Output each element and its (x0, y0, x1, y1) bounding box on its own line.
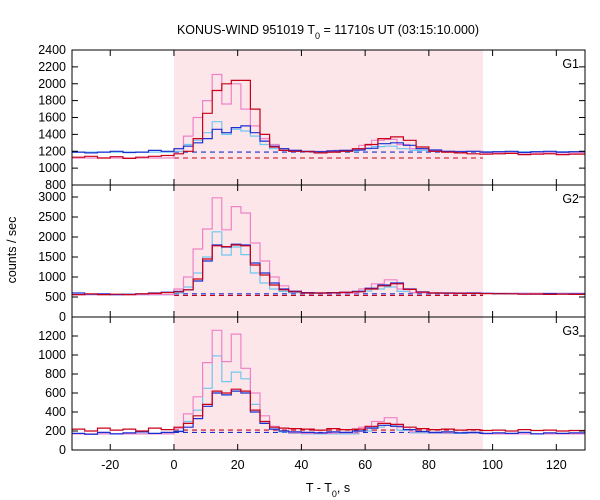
g2-y-tick-label: 2500 (38, 210, 66, 224)
g2-series-group (72, 197, 585, 296)
g3-series-pink (72, 329, 585, 435)
x-tick-label: 40 (294, 458, 308, 472)
g1-y-tick-label: 1600 (38, 111, 66, 125)
g2-panel-label: G2 (562, 192, 579, 206)
g3-series-dark-blue (72, 390, 585, 435)
g1-series-group (72, 73, 585, 159)
g2-series-red (72, 244, 585, 296)
g1-series-pink (72, 73, 585, 159)
g3-y-tick-label: 600 (45, 386, 66, 400)
g1-y-tick-label: 800 (45, 178, 66, 192)
x-tick-label: 120 (546, 458, 567, 472)
g2-y-tick-label: 500 (45, 290, 66, 304)
g3-panel-frame (71, 316, 586, 451)
g1-y-tick-label: 1000 (38, 161, 66, 175)
y-axis-label: counts / sec (5, 217, 19, 284)
g1-y-tick-label: 1200 (38, 144, 66, 158)
g1-panel-label: G1 (562, 57, 579, 71)
g3-y-tick-label: 200 (45, 424, 66, 438)
g3-y-tick-label: 1000 (38, 348, 66, 362)
shaded-interval-band (173, 50, 484, 450)
g3-series-group (72, 329, 585, 435)
g3-series-red (72, 388, 585, 432)
g2-y-tick-label: 1500 (38, 250, 66, 264)
g1-y-tick-label: 2200 (38, 60, 66, 74)
x-tick-label: 20 (231, 458, 245, 472)
g1-y-tick-label: 2400 (38, 43, 66, 57)
g1-y-tick-label: 1800 (38, 94, 66, 108)
x-axis-label: T - T0, s (306, 481, 350, 499)
g1-series-red (72, 79, 585, 159)
g2-y-tick-label: 1000 (38, 270, 66, 284)
g3-y-tick-label: 400 (45, 405, 66, 419)
x-tick-label: 60 (358, 458, 372, 472)
x-tick-label: 80 (422, 458, 436, 472)
g1-y-tick-label: 2000 (38, 77, 66, 91)
x-tick-label: 100 (482, 458, 503, 472)
g2-y-tick-label: 3000 (38, 190, 66, 204)
g3-panel-label: G3 (562, 324, 579, 338)
g2-y-tick-label: 2000 (38, 230, 66, 244)
g3-y-tick-label: 0 (59, 443, 66, 457)
g3-y-tick-label: 800 (45, 367, 66, 381)
g2-y-tick-label: 0 (59, 310, 66, 324)
chart-title: KONUS-WIND 951019 T0 = 11710s UT (03:15:… (177, 23, 479, 41)
x-tick-label: -20 (101, 458, 119, 472)
g1-y-tick-label: 1400 (38, 127, 66, 141)
x-tick-label: 0 (170, 458, 177, 472)
g3-y-tick-label: 1200 (38, 329, 66, 343)
